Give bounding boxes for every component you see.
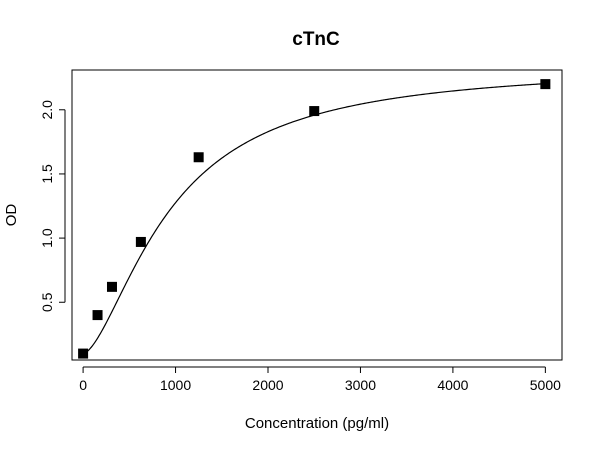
x-axis-label: Concentration (pg/ml)	[245, 415, 389, 432]
x-tick-label: 4000	[437, 377, 468, 393]
y-axis: 0.5 1.0 1.5 2.0	[39, 100, 66, 312]
data-point	[193, 152, 204, 163]
data-point	[92, 310, 103, 321]
y-tick-label: 1.5	[39, 164, 55, 184]
data-point	[78, 348, 89, 359]
x-tick-label: 3000	[345, 377, 376, 393]
y-tick-label: 2.0	[39, 100, 55, 120]
fit-curve-line	[82, 83, 546, 355]
y-axis-label: OD	[3, 204, 20, 227]
chart-title: cTnC	[292, 29, 340, 50]
y-tick-label: 0.5	[39, 292, 55, 312]
x-tick-label: 2000	[252, 377, 283, 393]
data-point	[135, 236, 146, 247]
x-tick-label: 0	[79, 377, 87, 393]
data-point	[106, 281, 117, 292]
data-points	[78, 79, 551, 359]
data-point	[309, 106, 320, 117]
plot-frame	[71, 69, 563, 361]
x-tick-label: 5000	[530, 377, 561, 393]
x-tick-label: 1000	[160, 377, 191, 393]
data-point	[540, 79, 551, 90]
x-axis: 0 1000 2000 3000 4000 5000	[79, 366, 561, 393]
y-tick-label: 1.0	[39, 228, 55, 248]
